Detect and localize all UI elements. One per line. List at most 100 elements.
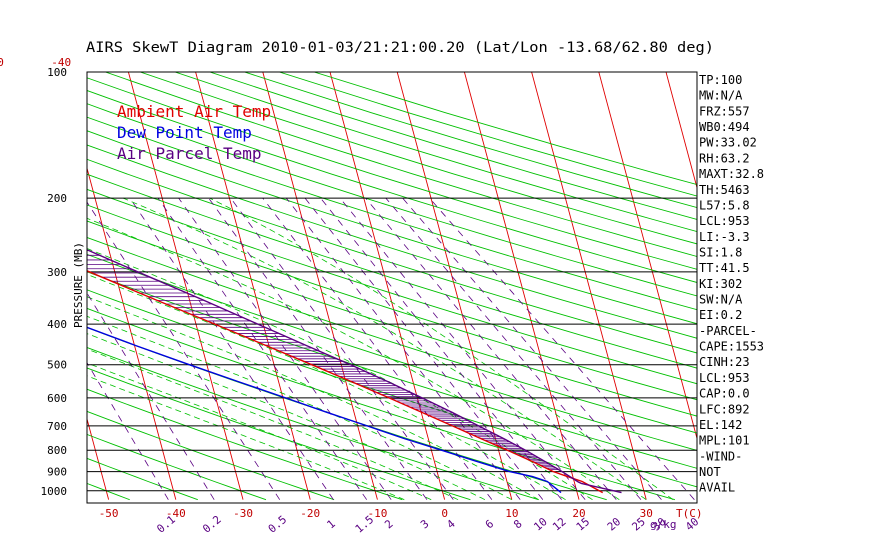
index-entry: LI:-3.3: [699, 230, 750, 244]
dry-adiabat-line: [87, 130, 697, 325]
moist-adiabats: [87, 197, 674, 501]
bottom-temperature-tick: -50: [99, 507, 119, 520]
isotherm-line: [329, 72, 446, 500]
dry-adiabat-line: [87, 457, 198, 501]
mixing-ratio-lines: [87, 197, 695, 500]
mixing-ratio-tick: 12: [550, 515, 569, 533]
legend-dew-point-temp: Dew Point Temp: [117, 123, 252, 142]
index-entry: EL:142: [699, 418, 742, 432]
index-entry: RH:63.2: [699, 151, 750, 165]
isotherm-line: [598, 72, 697, 441]
index-entry: CINH:23: [699, 355, 750, 369]
dry-adiabat-line: [87, 116, 697, 311]
dry-adiabat-line: [87, 482, 130, 501]
cape-hatching: [87, 250, 559, 471]
pressure-tick-label: 500: [47, 359, 67, 372]
dry-adiabat-line: [87, 173, 697, 369]
index-entry: MW:N/A: [699, 89, 743, 103]
mixing-ratio-line: [285, 197, 521, 500]
index-entry: -WIND-: [699, 449, 742, 463]
index-entry: MAXT:32.8: [699, 167, 764, 181]
index-entry: SW:N/A: [699, 293, 743, 307]
index-entry: WB0:494: [699, 120, 750, 134]
index-entry: LFC:892: [699, 402, 750, 416]
pressure-tick-label: 200: [47, 192, 67, 205]
ambient-air-temp-line: [87, 270, 604, 494]
bottom-temperature-tick: 30: [640, 507, 653, 520]
mixing-ratio-tick: 4: [444, 517, 458, 531]
mixing-ratio-tick: 6: [483, 517, 496, 531]
dry-adiabat-line: [87, 204, 697, 401]
moist-adiabat-line: [87, 248, 593, 501]
index-entry: TH:5463: [699, 183, 750, 197]
top-temperature-ticks: -120-110-100-90-80-70-60-50-40: [0, 56, 71, 69]
mixing-ratio-tick: 3: [418, 517, 431, 531]
mixing-ratio-line: [365, 197, 617, 500]
dry-adiabat-line: [87, 388, 403, 501]
plot-frame: [86, 71, 698, 504]
index-entry: CAPE:1553: [699, 340, 764, 354]
mixing-ratio-line: [402, 197, 662, 500]
moist-adiabat-line: [123, 197, 647, 501]
index-entry: EI:0.2: [699, 308, 742, 322]
index-entry: SI:1.8: [699, 245, 742, 259]
index-entry: FRZ:557: [699, 104, 750, 118]
pressure-tick-label: 400: [47, 318, 67, 331]
index-entry: TT:41.5: [699, 261, 750, 275]
mixing-ratio-tick: 1: [324, 517, 337, 531]
chart-title: AIRS SkewT Diagram 2010-01-03/21:21:00.2…: [86, 40, 714, 56]
bottom-temperature-tick: -30: [233, 507, 253, 520]
isotherm-line: [665, 72, 697, 190]
index-entry: CAP:0.0: [699, 387, 750, 401]
mixing-ratio-line: [178, 197, 392, 500]
top-temperature-tick: -50: [0, 56, 4, 69]
index-entry: L57:5.8: [699, 198, 750, 212]
moist-adiabat-line: [87, 333, 486, 501]
dry-adiabat-line: [87, 433, 267, 501]
bottom-temperature-tick: 10: [505, 507, 518, 520]
mixing-ratio-line: [385, 197, 642, 500]
bottom-temperature-tick: -10: [367, 507, 387, 520]
dry-adiabat-line: [87, 158, 697, 354]
isotherm-line: [396, 72, 513, 500]
pressure-tick-label: 900: [47, 466, 67, 479]
moist-adiabat-line: [87, 217, 620, 501]
air-parcel-temp-line: [87, 249, 622, 494]
pressure-tick-label: 300: [47, 266, 67, 279]
isotherm-line: [531, 72, 647, 500]
moist-adiabat-line: [87, 296, 539, 501]
dry-adiabat-line: [87, 144, 697, 339]
bottom-temperature-ticks: -50 -40 -30 -20 -10 0 10 20 30: [99, 507, 653, 520]
dry-adiabat-line: [105, 72, 697, 257]
mixing-ratio-tick: 0.5: [266, 513, 290, 536]
dry-adiabat-line: [87, 77, 697, 270]
legend-air-parcel-temp: Air Parcel Temp: [117, 144, 262, 163]
bottom-temperature-tick: 0: [441, 507, 448, 520]
dry-adiabat-line: [87, 410, 335, 501]
mixing-ratio-tick: 20: [605, 515, 624, 533]
index-entry: TP:100: [699, 73, 742, 87]
bottom-temperature-tick: 20: [572, 507, 585, 520]
moist-adiabat-line: [87, 362, 432, 501]
mixing-ratio-line: [87, 362, 169, 500]
mixing-ratio-tick: 2: [382, 517, 395, 531]
pressure-tick-label: 700: [47, 420, 67, 433]
dry-adiabat-line: [87, 103, 697, 297]
index-entry: KI:302: [699, 277, 742, 291]
legend: Ambient Air Temp Dew Point Temp Air Parc…: [117, 102, 271, 163]
mixing-ratio-line: [129, 197, 334, 500]
dew-point-temp-line: [87, 326, 562, 494]
pressure-tick-labels: 100 200 300 400 500 600 700 800 900 1000: [41, 66, 68, 498]
index-entry: -PARCEL-: [699, 324, 757, 338]
index-entry: PW:33.02: [699, 136, 757, 150]
isotherm-line: [87, 417, 110, 500]
moist-adiabat-line: [87, 315, 512, 501]
mixing-ratio-line: [429, 197, 695, 500]
dry-adiabat-line: [244, 72, 697, 209]
pressure-tick-label: 600: [47, 392, 67, 405]
pressure-tick-label: 1000: [41, 485, 68, 498]
mixing-ratio-unit-label: g/kg: [650, 518, 677, 531]
isotherm-line: [0, 72, 41, 500]
moist-adiabat-line: [87, 348, 459, 501]
